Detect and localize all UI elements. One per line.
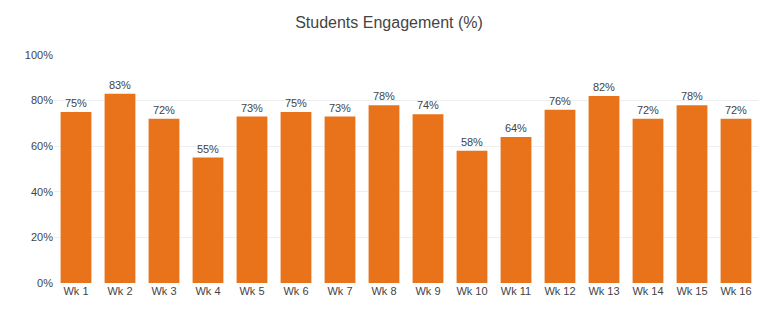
svg-text:Wk 1: Wk 1 [63,285,88,297]
svg-text:78%: 78% [373,90,395,102]
svg-text:Wk 3: Wk 3 [151,285,176,297]
svg-text:0%: 0% [37,277,53,289]
svg-text:82%: 82% [593,81,615,93]
svg-text:Wk 13: Wk 13 [588,285,619,297]
svg-text:72%: 72% [153,104,175,116]
svg-text:Wk 12: Wk 12 [544,285,575,297]
svg-text:74%: 74% [417,99,439,111]
svg-text:20%: 20% [31,231,53,243]
svg-text:72%: 72% [637,104,659,116]
svg-text:Wk 6: Wk 6 [283,285,308,297]
svg-text:76%: 76% [549,95,571,107]
svg-text:Wk 5: Wk 5 [239,285,264,297]
svg-text:Wk 16: Wk 16 [720,285,751,297]
svg-text:Wk 9: Wk 9 [415,285,440,297]
svg-text:72%: 72% [725,104,747,116]
svg-text:60%: 60% [31,140,53,152]
svg-text:73%: 73% [329,102,351,114]
svg-text:Students Engagement (%): Students Engagement (%) [295,14,483,31]
svg-text:78%: 78% [681,90,703,102]
svg-text:80%: 80% [31,94,53,106]
svg-text:Wk 14: Wk 14 [632,285,663,297]
svg-text:Wk 11: Wk 11 [501,285,531,297]
svg-text:Wk 15: Wk 15 [676,285,707,297]
svg-text:Wk 4: Wk 4 [195,285,220,297]
svg-text:64%: 64% [505,122,527,134]
svg-text:55%: 55% [197,143,219,155]
svg-text:Wk 8: Wk 8 [371,285,396,297]
svg-text:58%: 58% [461,136,483,148]
svg-text:Wk 2: Wk 2 [107,285,132,297]
svg-text:83%: 83% [109,79,131,91]
svg-text:Wk 10: Wk 10 [456,285,487,297]
svg-text:73%: 73% [241,102,263,114]
svg-text:75%: 75% [285,97,307,109]
svg-text:Wk 7: Wk 7 [327,285,352,297]
svg-text:40%: 40% [31,186,53,198]
svg-text:75%: 75% [65,97,87,109]
svg-text:100%: 100% [25,49,53,61]
